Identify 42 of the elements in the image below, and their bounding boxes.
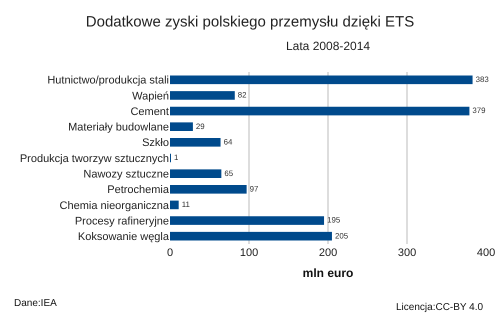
- y-tick-label: Produkcja tworzyw sztucznych: [20, 152, 169, 165]
- bar: [170, 216, 324, 225]
- y-tick-label: Hutnictwo/produkcja stali: [47, 74, 169, 87]
- x-tick-label: 100: [240, 247, 258, 259]
- chart-title: Dodatkowe zyski polskiego przemysłu dzięki ETS: [86, 13, 414, 30]
- y-tick-label: Koksowanie węgla: [78, 231, 170, 244]
- data-label: 64: [224, 138, 233, 147]
- data-label: 379: [472, 106, 486, 116]
- bar: [170, 184, 247, 194]
- x-tick-label: 0: [166, 247, 174, 259]
- y-tick-label: Nawozy sztuczne: [83, 168, 169, 180]
- x-axis-title: mln euro: [302, 266, 354, 280]
- data-label: 11: [182, 200, 190, 210]
- bar: [170, 106, 470, 116]
- y-tick-label: Chemia nieorganiczna: [60, 200, 170, 212]
- bar: [170, 91, 235, 100]
- x-tick-label: 400: [476, 247, 496, 259]
- data-label: 82: [238, 90, 247, 100]
- x-tick-label: 300: [398, 247, 416, 259]
- data-label: 1: [174, 153, 178, 162]
- bar: [170, 138, 221, 147]
- data-label: 205: [334, 231, 349, 240]
- text: Dane:IEA: [14, 298, 58, 309]
- data-label: 195: [327, 216, 341, 225]
- bar: [170, 169, 222, 178]
- y-tick-label: Petrochemia: [107, 184, 170, 196]
- x-tick-label: 200: [318, 247, 338, 259]
- data-label: 383: [476, 74, 490, 84]
- data-label: 29: [196, 122, 205, 131]
- data-label: 65: [224, 168, 234, 178]
- text: Licencja:CC-BY 4.0: [396, 302, 484, 313]
- chart-subtitle: Lata 2008-2014: [286, 39, 370, 53]
- bar: [170, 122, 193, 132]
- bar: [170, 200, 179, 210]
- y-tick-label: Cement: [130, 106, 169, 118]
- y-tick-label: Szkło: [142, 137, 169, 150]
- y-tick-label: Materiały budowlane: [68, 122, 169, 134]
- bar: [170, 232, 332, 240]
- y-tick-label: Wapień: [132, 90, 169, 102]
- y-tick-label: Procesy rafineryjne: [74, 215, 169, 228]
- data-label: 97: [250, 184, 258, 194]
- bar: [170, 76, 473, 84]
